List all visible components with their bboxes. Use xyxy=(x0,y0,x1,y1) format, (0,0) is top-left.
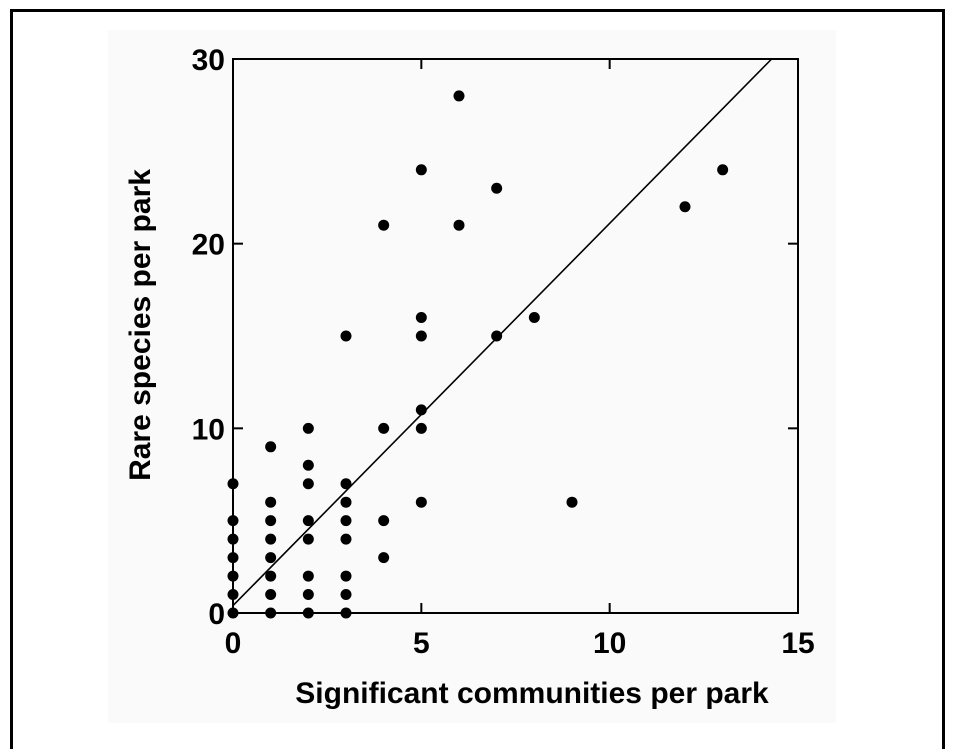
plot-background xyxy=(108,30,836,723)
data-point xyxy=(340,570,352,582)
data-point xyxy=(717,164,729,176)
axis-ticks xyxy=(232,58,799,614)
data-point xyxy=(415,330,427,342)
data-point xyxy=(528,312,540,324)
data-point xyxy=(302,478,314,490)
data-point xyxy=(415,164,427,176)
y-tick-label: 30 xyxy=(192,44,225,77)
data-point xyxy=(265,441,277,453)
data-point xyxy=(340,478,352,490)
x-axis-title: Significant communities per park xyxy=(295,677,769,710)
data-point xyxy=(566,496,578,508)
data-point xyxy=(415,422,427,434)
data-point xyxy=(227,589,239,601)
data-point xyxy=(302,589,314,601)
data-point xyxy=(265,515,277,527)
x-tick-label: 5 xyxy=(413,627,430,660)
y-tick-label: 10 xyxy=(192,413,225,446)
data-point xyxy=(265,589,277,601)
data-point xyxy=(340,533,352,545)
data-point xyxy=(340,330,352,342)
y-axis-title: Rare species per park xyxy=(124,169,157,481)
data-point xyxy=(265,552,277,564)
data-point xyxy=(491,182,503,194)
fit-line xyxy=(232,58,773,607)
data-point xyxy=(302,422,314,434)
data-point xyxy=(265,496,277,508)
data-point xyxy=(340,496,352,508)
plot-area xyxy=(232,58,799,614)
data-point xyxy=(227,552,239,564)
data-point xyxy=(302,570,314,582)
data-point xyxy=(265,570,277,582)
data-point xyxy=(302,459,314,471)
data-point xyxy=(415,496,427,508)
data-point xyxy=(227,533,239,545)
data-point xyxy=(340,589,352,601)
tick-labels: 0 5 10 15 0 10 20 30 xyxy=(192,44,815,660)
data-point xyxy=(340,515,352,527)
data-point xyxy=(378,552,390,564)
data-point xyxy=(378,515,390,527)
data-points xyxy=(227,90,729,619)
data-point xyxy=(378,422,390,434)
data-point xyxy=(378,219,390,231)
data-point xyxy=(302,607,314,619)
data-point xyxy=(302,533,314,545)
x-tick-label: 15 xyxy=(781,627,814,660)
x-tick-label: 10 xyxy=(593,627,626,660)
data-point xyxy=(491,330,503,342)
data-point xyxy=(227,478,239,490)
data-point xyxy=(453,219,465,231)
data-point xyxy=(227,607,239,619)
data-point xyxy=(227,515,239,527)
data-point xyxy=(415,404,427,416)
data-point xyxy=(453,90,465,102)
y-tick-label: 0 xyxy=(208,598,225,631)
data-point xyxy=(265,533,277,545)
data-point xyxy=(227,570,239,582)
x-tick-label: 0 xyxy=(225,627,242,660)
data-point xyxy=(679,201,691,213)
data-point xyxy=(302,515,314,527)
y-tick-label: 20 xyxy=(192,229,225,262)
data-point xyxy=(265,607,277,619)
data-point xyxy=(415,312,427,324)
data-point xyxy=(340,607,352,619)
